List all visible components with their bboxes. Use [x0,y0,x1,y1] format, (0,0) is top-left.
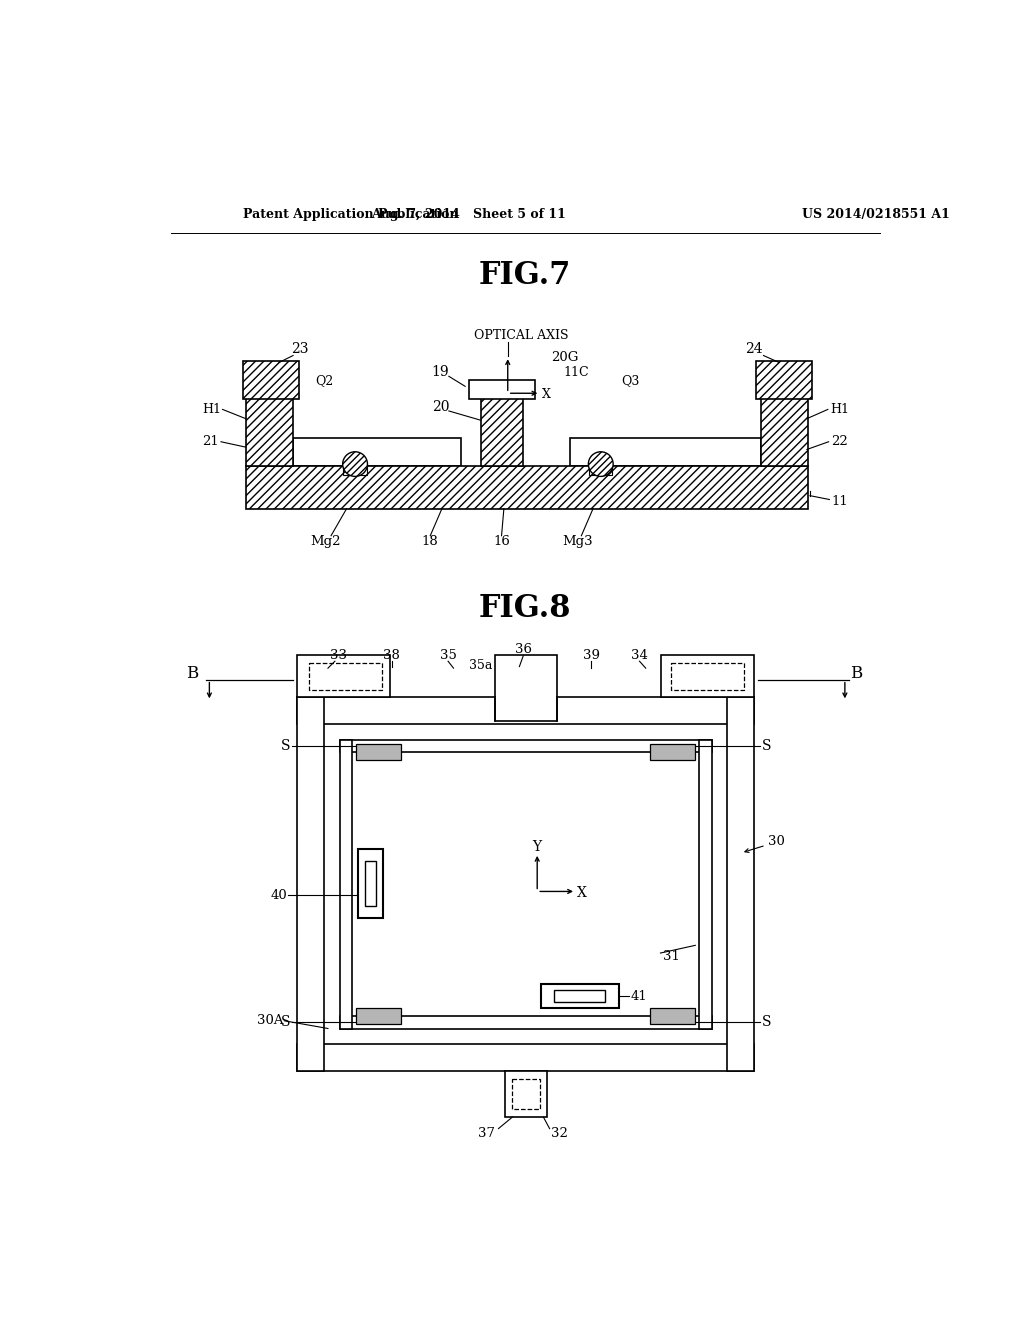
Bar [756,360,812,399]
Bar [469,380,535,400]
Bar [699,739,712,1028]
Bar [727,697,755,1071]
Text: 19: 19 [431,366,450,379]
Bar [512,1078,540,1109]
Text: Patent Application Publication: Patent Application Publication [243,209,458,222]
Text: X: X [578,886,587,900]
Bar [246,397,293,466]
Text: 40: 40 [270,888,287,902]
Bar [650,1008,695,1024]
Bar [650,744,695,760]
Text: 21: 21 [202,436,219,449]
Bar [293,438,461,466]
Text: B: B [850,665,862,682]
Bar [340,739,712,752]
Text: 16: 16 [494,536,510,548]
Text: OPTICAL AXIS: OPTICAL AXIS [474,329,568,342]
Text: H1: H1 [830,403,849,416]
Text: Mg2: Mg2 [310,536,341,548]
Bar [495,655,557,721]
Text: S: S [762,1015,771,1030]
Text: Aug. 7, 2014   Sheet 5 of 11: Aug. 7, 2014 Sheet 5 of 11 [372,209,566,222]
Circle shape [343,451,368,477]
Text: 39: 39 [583,648,600,661]
Text: 41: 41 [630,990,647,1003]
Bar [662,655,755,697]
Text: 11: 11 [831,495,849,508]
Bar [343,465,367,475]
Text: H1: H1 [202,403,221,416]
Text: S: S [282,739,291,752]
Bar [356,1008,400,1024]
Bar [340,739,352,1028]
Text: FIG.8: FIG.8 [478,594,571,624]
Bar [243,360,299,399]
Bar [671,663,744,689]
Bar [297,655,390,697]
Text: B: B [186,665,199,682]
Text: 24: 24 [745,342,763,356]
Text: X: X [542,388,551,401]
Bar [356,744,400,760]
Text: 23: 23 [291,342,309,356]
Bar [761,397,809,466]
Text: FIG.7: FIG.7 [478,260,571,290]
Text: 35a: 35a [469,659,493,672]
Bar [308,663,382,689]
Text: 32: 32 [551,1127,568,1140]
Bar [569,438,761,466]
Text: Q2: Q2 [315,374,333,387]
Bar [297,697,755,725]
Bar [297,697,324,1071]
Bar [358,849,383,919]
Text: 37: 37 [478,1127,496,1140]
Text: 36: 36 [515,643,531,656]
Bar [505,1071,547,1117]
Bar [340,1016,712,1028]
Text: 33: 33 [331,648,347,661]
Text: Mg3: Mg3 [562,536,593,548]
Bar [589,465,612,475]
Text: 38: 38 [383,648,400,661]
Text: 30A: 30A [256,1014,283,1027]
Text: 30: 30 [768,834,785,847]
Text: 31: 31 [663,950,680,964]
Text: S: S [762,739,771,752]
Text: 20G: 20G [551,351,578,363]
Text: 35: 35 [439,648,457,661]
Bar [366,862,376,906]
Text: 18: 18 [422,536,438,548]
Circle shape [589,451,613,477]
Text: 11C: 11C [563,366,589,379]
Text: 34: 34 [631,648,648,661]
Bar [246,466,809,508]
Text: 20: 20 [431,400,450,414]
Text: Q3: Q3 [621,374,639,387]
Bar [297,1044,755,1071]
Text: US 2014/0218551 A1: US 2014/0218551 A1 [802,209,950,222]
Text: Y: Y [532,840,542,854]
Text: S: S [282,1015,291,1030]
Bar [480,397,523,466]
Bar [541,983,618,1008]
Bar [554,990,604,1002]
Text: 22: 22 [830,436,848,449]
